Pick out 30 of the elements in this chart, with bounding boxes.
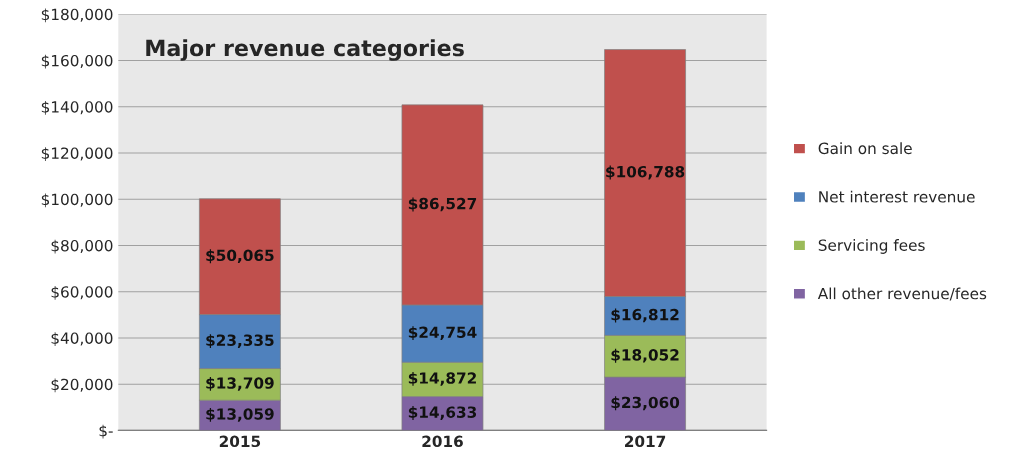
y-tick-label: $20,000 [51, 378, 113, 393]
data-label: $86,527 [408, 197, 477, 212]
data-label: $23,335 [206, 334, 274, 349]
text: Major revenue categories [146, 39, 464, 61]
data-label: $24,754 [408, 326, 477, 341]
data-label: $106,788 [606, 165, 685, 180]
legend-label: Servicing fees [818, 239, 925, 254]
y-tick-label: $- [99, 424, 113, 439]
data-label: $23,060 [611, 396, 680, 411]
legend-label: Net interest revenue [819, 190, 975, 203]
data-label: $13,709 [206, 376, 274, 391]
y-tick-label: $120,000 [41, 147, 113, 161]
legend-label: All other revenue/fees [817, 287, 987, 301]
y-tick-label: $140,000 [41, 100, 113, 115]
y-tick-label: $40,000 [51, 332, 113, 346]
y-tick-label: $60,000 [51, 285, 113, 300]
y-tick-label: $100,000 [41, 193, 113, 208]
x-tick-label: 2015 [219, 435, 261, 448]
data-label: $16,812 [611, 308, 679, 323]
data-label: $14,872 [408, 372, 476, 386]
y-tick-label: $80,000 [51, 239, 113, 254]
y-tick-label: $180,000 [41, 8, 113, 23]
data-label: $14,633 [408, 406, 477, 420]
x-tick-label: 2017 [625, 435, 666, 448]
data-label: $13,059 [206, 407, 274, 422]
data-label: $18,052 [611, 348, 679, 363]
legend-label: Gain on sale [818, 142, 912, 155]
x-tick-label: 2016 [422, 435, 463, 448]
data-label: $50,065 [206, 249, 274, 264]
y-tick-label: $160,000 [41, 54, 113, 69]
